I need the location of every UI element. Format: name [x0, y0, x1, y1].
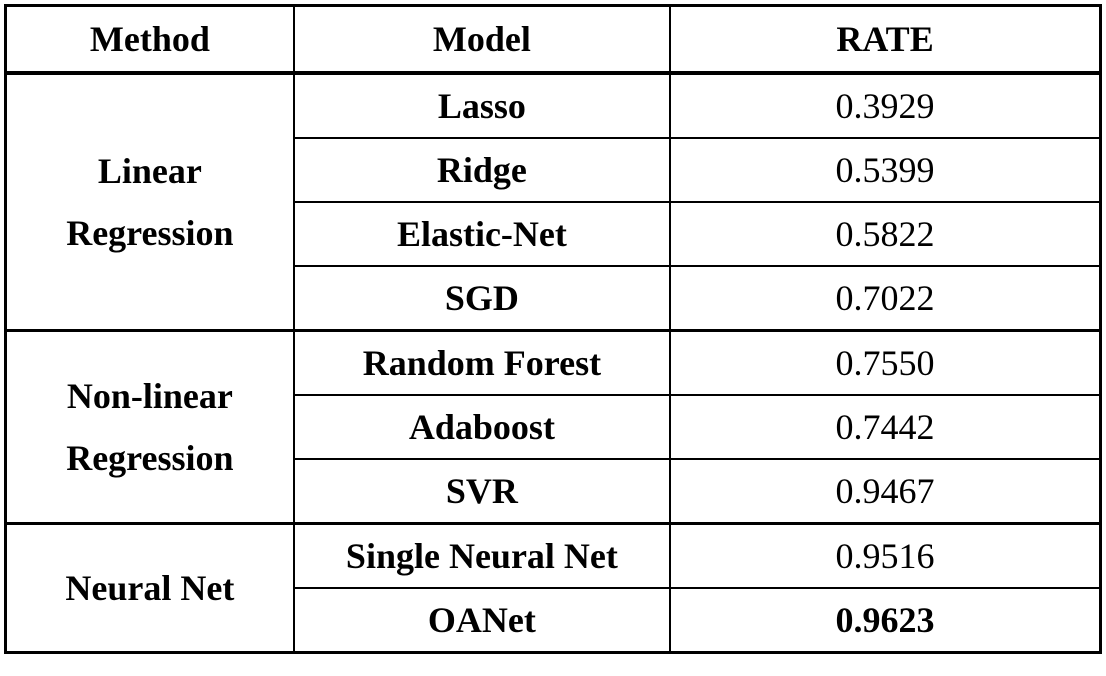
method-cell-neural-net: Neural Net [4, 522, 295, 654]
table-row: Linear Regression Lasso 0.3929 [4, 71, 1102, 332]
header-rate: RATE [669, 4, 1102, 75]
method-label-line: Neural Net [65, 568, 235, 608]
table-row: SVR 0.9467 [6, 458, 1102, 525]
model-cell: SVR [292, 458, 672, 525]
header-method: Method [4, 4, 295, 75]
model-cell: Ridge [292, 137, 672, 203]
rate-cell: 0.9467 [669, 458, 1102, 525]
model-cell: Single Neural Net [292, 522, 672, 589]
rate-cell: 0.5399 [669, 137, 1102, 203]
rate-cell: 0.7022 [669, 265, 1102, 332]
method-label-line: Linear [97, 151, 202, 191]
method-label-line: Regression [66, 213, 234, 253]
table-row: OANet 0.9623 [6, 587, 1102, 654]
rate-cell: 0.7550 [669, 329, 1102, 396]
method-cell-linear-regression: Linear Regression [4, 71, 295, 332]
rate-cell: 0.7442 [669, 394, 1102, 460]
model-cell: SGD [292, 265, 672, 332]
table-row: Adaboost 0.7442 [6, 394, 1102, 460]
table-row: Elastic-Net 0.5822 [6, 201, 1102, 267]
rate-cell: 0.9516 [669, 522, 1102, 589]
method-cell-nonlinear-regression: Non-linear Regression [4, 329, 295, 525]
rate-cell-best: 0.9623 [669, 587, 1102, 654]
model-cell: Random Forest [292, 329, 672, 396]
method-label-line: Regression [66, 438, 234, 478]
table-row: Non-linear Regression Random Forest 0.75… [4, 329, 1102, 525]
rate-cell: 0.3929 [669, 71, 1102, 139]
table-row: Neural Net Single Neural Net 0.9516 [4, 522, 1102, 654]
table-row: SGD 0.7022 [6, 265, 1102, 332]
model-cell: Elastic-Net [292, 201, 672, 267]
model-cell: OANet [292, 587, 672, 654]
header-model: Model [292, 4, 672, 75]
model-cell: Lasso [292, 71, 672, 139]
rate-cell: 0.5822 [669, 201, 1102, 267]
model-cell: Adaboost [292, 394, 672, 460]
table-row: Ridge 0.5399 [6, 137, 1102, 203]
results-table: Method Model RATE Linear Regression Lass… [4, 4, 1102, 654]
method-label-line: Non-linear [66, 376, 233, 416]
header-row: Method Model RATE [4, 4, 1102, 75]
